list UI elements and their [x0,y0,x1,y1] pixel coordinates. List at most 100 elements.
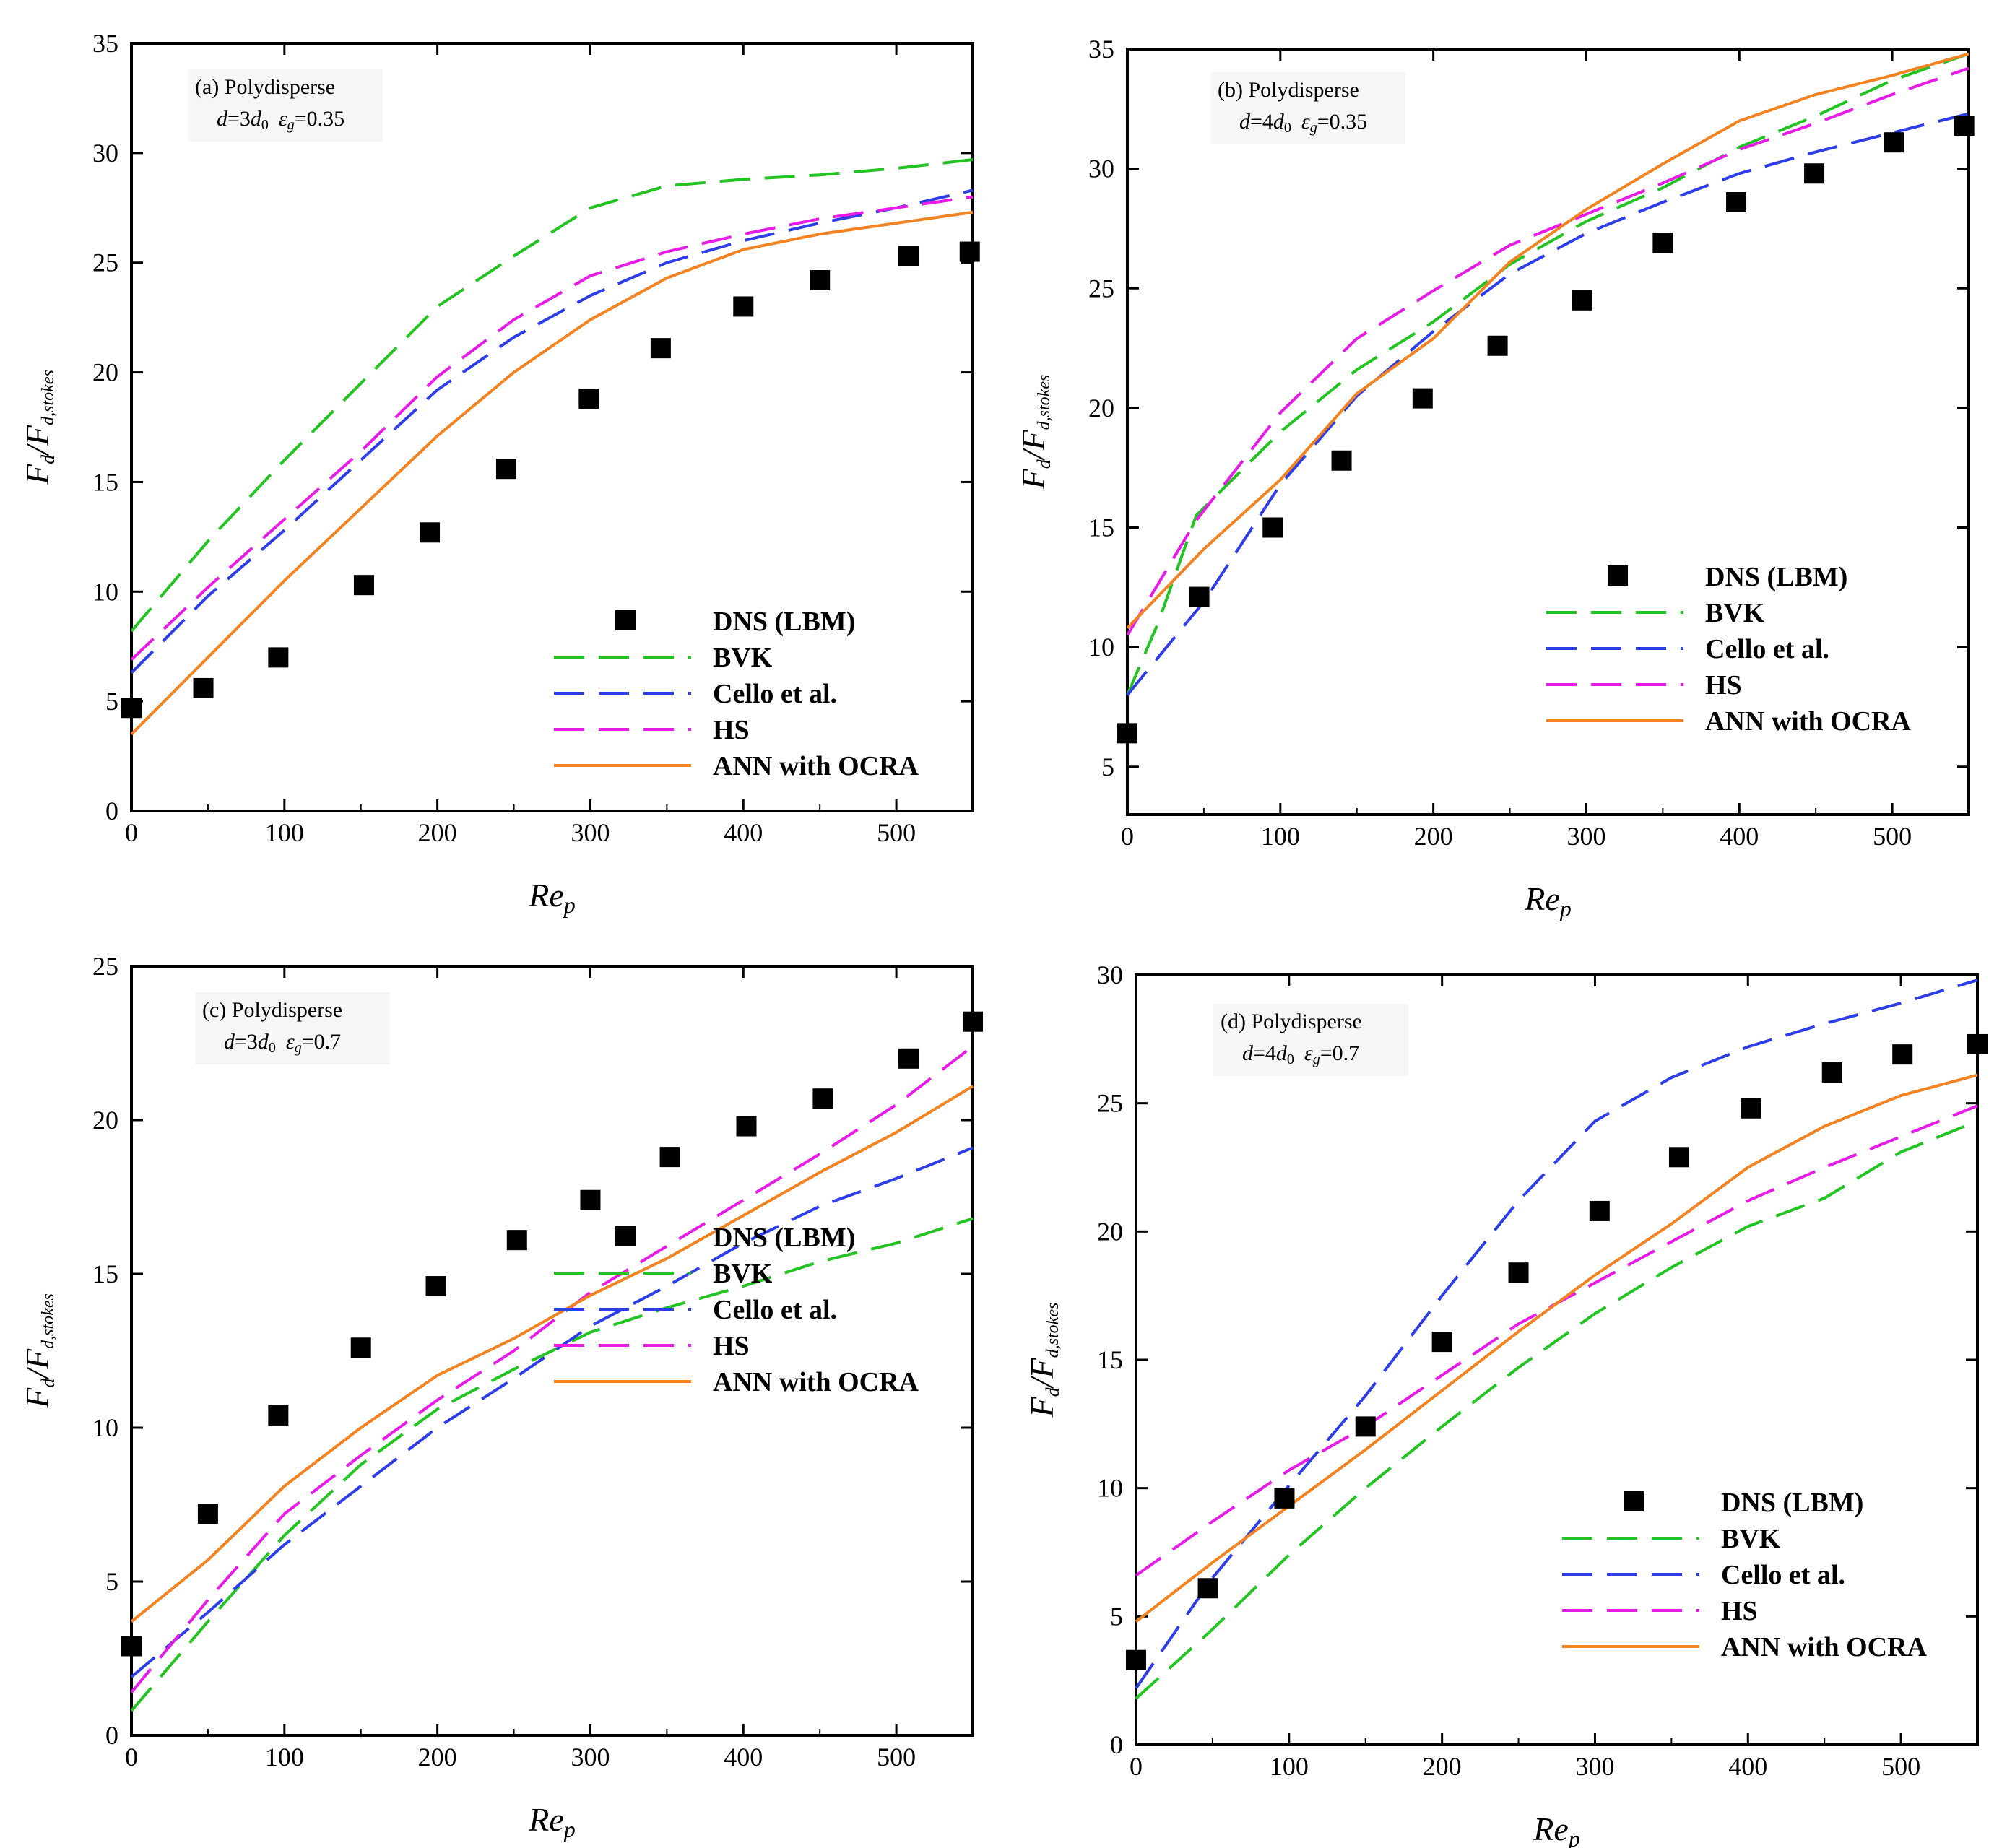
panel-b-dns-point [1189,586,1210,607]
panel-a-xtick-label: 300 [571,818,610,847]
panel-d-dns-point [1508,1262,1529,1283]
panel-d-dns-point [1668,1147,1689,1168]
ann-d: d [1239,110,1251,134]
xlabel-sub: p [563,1816,576,1842]
ann-eps-value: 0.7 [314,1030,342,1054]
panel-d-annotation-box [1213,1004,1408,1076]
panel-c-xtick-label: 100 [265,1743,304,1771]
panel-a-ytick-label: 0 [105,797,118,825]
xlabel-main: Re [1524,880,1560,917]
panel-a-dns-point [121,698,142,719]
ylabel-slash: /F [19,425,56,457]
panel-a-dns-point [420,522,441,543]
panel-c-ytick-label: 15 [92,1259,118,1288]
panel-d-dns-point [1274,1488,1295,1509]
panel-c-dns-point [506,1230,527,1251]
panel-b-xtick-label: 200 [1414,822,1453,851]
panel-a-ytick-label: 30 [92,139,118,168]
ann-coef: 4 [1262,110,1273,134]
panel-d-dns-point [1821,1062,1842,1083]
panel-a-annotation-params: d=3d0 εg=0.35 [217,107,344,133]
panel-b-dns-point [1804,163,1825,184]
legend-swatch-dns [1624,1491,1644,1511]
ann-eq2: = [302,1030,314,1054]
panel-a-legend: DNS (LBM) BVK Cello et al. HS ANN with OCRA [554,607,919,781]
legend-label-hs: HS [1705,670,1742,700]
legend-label-ann: ANN with OCRA [1705,706,1912,737]
panel-a-plot-frame [130,42,974,812]
panel-b-xlabel: Rep [1524,880,1572,921]
panel-d-xtick-label: 200 [1423,1752,1462,1781]
panel-a-series-ann [130,210,974,736]
panel-c-xtick-label: 300 [571,1743,610,1771]
ann-eq: = [1253,1041,1265,1065]
panel-d-xtick-label: 500 [1881,1752,1920,1781]
panel-a-ylabel: Fd/Fd,stokes [19,370,58,485]
ylabel-sub1: d [1042,1387,1063,1397]
panel-c-ytick-label: 20 [92,1106,118,1135]
legend-label-hs: HS [713,715,750,745]
xlabel-main: Re [528,877,564,914]
panel-d-dns-point [1126,1649,1146,1670]
panel-b-annotation-params: d=4d0 εg=0.35 [1239,110,1367,136]
panel-d-dns-point [1589,1200,1610,1221]
ann-d0sub: 0 [261,117,269,133]
panel-c-dns-point [425,1276,446,1297]
panel-b-dns-point [1954,116,1975,136]
panel-d-annotation-params: d=4d0 εg=0.7 [1242,1041,1359,1067]
legend-label-dns: DNS (LBM) [1721,1488,1863,1518]
legend-label-bvk: BVK [1705,598,1765,628]
panel-d-dns-point [1355,1416,1376,1437]
panel-a-dns-point [495,459,516,480]
panel-b-dns-point [1572,290,1592,311]
panel-c-xtick-label: 0 [125,1743,138,1771]
xlabel-sub: p [563,892,576,918]
ylabel-main: F [19,464,56,485]
ylabel-slash: /F [1023,1357,1060,1389]
panel-a-series-bvk [130,158,974,633]
panel-c-xtick-label: 500 [877,1743,916,1771]
panel-a-dns-point [898,246,919,266]
panel-b-ytick-label: 15 [1088,513,1114,542]
ylabel-sub2: d,stokes [39,370,58,425]
panel-d-series-ann [1135,1073,1978,1623]
ann-eps-value: 0.7 [1332,1041,1360,1065]
panel-c-series-bvk [130,1217,974,1712]
panel-a-xtick-label: 500 [877,818,916,847]
legend-label-dns: DNS (LBM) [1705,562,1847,592]
panel-b-ytick-label: 25 [1088,274,1114,303]
panel-c-dns-point [121,1636,142,1657]
panel-d-xtick-label: 300 [1575,1752,1614,1781]
xlabel-sub: p [1567,1826,1580,1848]
panel-d-series-cello [1135,979,1978,1689]
panel-b-annotation-box [1210,72,1405,144]
panel-c: 0 100 200 300 400 500 0 5 10 15 20 25 Rep Fd/Fd,stoke… [19,952,983,1842]
panel-a-dns-point [268,647,289,668]
panel-b-dns-point [1884,132,1904,153]
panel-a-xtick-label: 400 [724,818,763,847]
panel-b-title: (b) Polydisperse [1218,78,1359,102]
panel-a-dns-point [193,677,214,698]
panel-a-ytick-label: 25 [92,248,118,277]
panel-c-annotation-box [195,992,390,1064]
ylabel-sub1: d [1034,459,1054,469]
panel-c-series-hs [130,1045,974,1693]
ann-d0sub: 0 [1287,1051,1294,1067]
panel-a-series-hs [130,195,974,661]
panel-b-xtick-label: 400 [1720,822,1759,851]
panel-d-ytick-label: 25 [1097,1089,1123,1118]
ylabel-slash: /F [19,1348,56,1381]
panel-b-series-cello [1126,112,1970,696]
panel-a-ytick-label: 5 [105,687,118,716]
panel-a-dns-point [959,241,980,262]
xlabel-main: Re [1533,1810,1569,1847]
panel-c-dns-point [580,1189,601,1210]
ann-eq2: = [1320,1041,1332,1065]
panel-b-ytick-label: 20 [1088,394,1114,422]
panel-b-ytick-label: 5 [1101,752,1114,781]
panel-a-dns-point [353,575,374,596]
legend-label-cello: Cello et al. [713,1295,837,1325]
panel-b-ytick-label: 35 [1088,35,1114,64]
ylabel-main: F [19,1387,56,1409]
